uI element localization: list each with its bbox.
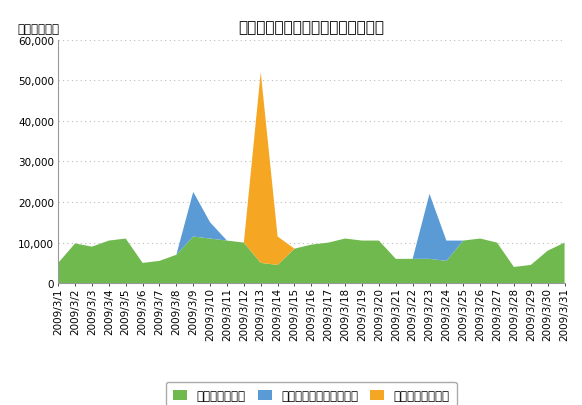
Legend: 通常のアクセス, メルマガによるアクセス, 突発的なアクセス: 通常のアクセス, メルマガによるアクセス, 突発的なアクセス [166, 382, 457, 405]
Title: 要因別の日別ページビュー数の推移: 要因別の日別ページビュー数の推移 [239, 20, 384, 35]
Text: ページビュー: ページビュー [17, 23, 60, 36]
